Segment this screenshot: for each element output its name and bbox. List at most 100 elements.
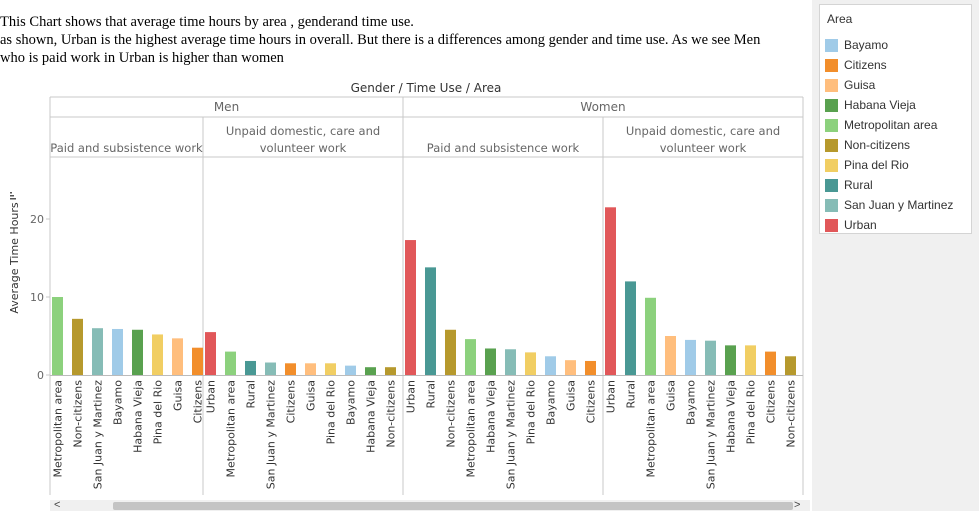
- category-label: Non-citizens: [785, 380, 798, 448]
- bar: [525, 352, 536, 375]
- bar: [305, 363, 316, 375]
- bar: [245, 360, 256, 375]
- legend-label: Rural: [844, 178, 873, 192]
- scroll-left-arrow[interactable]: <: [54, 499, 61, 511]
- bar: [585, 360, 596, 375]
- category-label: Bayamo: [345, 380, 358, 425]
- time-use-label: Unpaid domestic, care and: [226, 124, 380, 138]
- y-axis-label: Average Time Hours: [8, 202, 21, 314]
- category-label: Rural: [625, 380, 638, 408]
- bar: [152, 334, 163, 375]
- legend-label: Bayamo: [844, 38, 889, 52]
- caption-line-3: who is paid work in Urban is higher than…: [0, 50, 284, 66]
- legend-item[interactable]: San Juan y Martinez: [825, 197, 953, 213]
- time-use-label: Paid and subsistence work: [50, 141, 203, 155]
- y-tick-label: 0: [37, 369, 44, 382]
- legend-swatch: [825, 158, 838, 172]
- category-label: Metropolitan area: [645, 380, 658, 477]
- category-label: Rural: [425, 380, 438, 408]
- legend-label: Urban: [844, 218, 877, 232]
- legend-item[interactable]: Citizens: [825, 57, 887, 73]
- bar: [445, 329, 456, 375]
- category-label: San Juan y Martinez: [505, 380, 518, 489]
- legend-swatch: [825, 58, 838, 72]
- legend-item[interactable]: Habana Vieja: [825, 97, 916, 113]
- category-label: Pina del Rio: [525, 380, 538, 445]
- category-label: Non-citizens: [385, 380, 398, 448]
- legend-title: Area: [827, 12, 853, 26]
- bar: [565, 360, 576, 375]
- caption-line-2: as shown, Urban is the highest average t…: [0, 32, 761, 48]
- category-label: San Juan y Martinez: [705, 380, 718, 489]
- caption-line-1: This Chart shows that average time hours…: [0, 14, 414, 30]
- category-label: Urban: [605, 380, 618, 413]
- category-label: Guisa: [665, 380, 678, 411]
- chart-caption: This Chart shows that average time hours…: [0, 13, 800, 67]
- bar: [92, 328, 103, 375]
- category-label: Urban: [405, 380, 418, 413]
- category-label: Rural: [245, 380, 258, 408]
- legend-item[interactable]: Rural: [825, 177, 873, 193]
- legend-item[interactable]: Non-citizens: [825, 137, 910, 153]
- legend-label: San Juan y Martinez: [844, 198, 954, 212]
- bar: [192, 347, 203, 375]
- category-label: Bayamo: [112, 380, 125, 425]
- legend-item[interactable]: Guisa: [825, 77, 875, 93]
- category-label: Citizens: [192, 380, 205, 424]
- header-title: Gender / Time Use / Area: [351, 81, 502, 95]
- bar: [265, 362, 276, 375]
- legend-swatch: [825, 78, 838, 92]
- bar: [605, 207, 616, 375]
- category-label: Urban: [205, 380, 218, 413]
- bar: [545, 356, 556, 375]
- category-label: Citizens: [285, 380, 298, 424]
- legend-label: Citizens: [844, 58, 887, 72]
- legend-item[interactable]: Pina del Rio: [825, 157, 909, 173]
- legend-label: Guisa: [844, 78, 876, 92]
- bar: [132, 329, 143, 375]
- bar: [765, 351, 776, 375]
- bar: [112, 328, 123, 375]
- legend-swatch: [825, 218, 838, 232]
- bar: [345, 365, 356, 375]
- scrollbar-thumb[interactable]: [113, 502, 793, 510]
- category-label: Pina del Rio: [325, 380, 338, 445]
- bar: [485, 348, 496, 375]
- category-label: Habana Vieja: [725, 380, 738, 453]
- scroll-right-arrow[interactable]: >: [794, 499, 801, 511]
- legend-item[interactable]: Metropolitan area: [825, 117, 937, 133]
- legend-swatch: [825, 198, 838, 212]
- bar: [172, 338, 183, 375]
- bar: [465, 339, 476, 375]
- legend-item[interactable]: Urban: [825, 217, 877, 233]
- legend-label: Pina del Rio: [844, 158, 909, 172]
- legend-swatch: [825, 138, 838, 152]
- bar: [645, 297, 656, 375]
- legend-swatch: [825, 38, 838, 52]
- sort-icon-line: [10, 195, 14, 197]
- sort-icon[interactable]: [10, 192, 16, 200]
- bar: [785, 356, 796, 375]
- gender-label: Women: [580, 100, 625, 114]
- legend-swatch: [825, 118, 838, 132]
- category-label: Bayamo: [685, 380, 698, 425]
- y-tick-label: 10: [30, 291, 44, 304]
- bar: [505, 349, 516, 375]
- bar: [745, 345, 756, 375]
- bar-chart: Gender / Time Use / Area Men Women 0 10 20 Ave…: [8, 81, 804, 495]
- bar: [665, 336, 676, 375]
- gender-label: Men: [214, 100, 239, 114]
- bar: [72, 318, 83, 375]
- legend-swatch: [825, 98, 838, 112]
- sort-icon-line: [10, 192, 12, 194]
- legend-item[interactable]: Bayamo: [825, 37, 888, 53]
- legend[interactable]: Area Bayamo Citizens Guisa Habana Vieja Metr…: [819, 4, 972, 234]
- time-use-label: volunteer work: [260, 141, 347, 155]
- category-label: Bayamo: [545, 380, 558, 425]
- time-use-label: volunteer work: [660, 141, 747, 155]
- category-label: Pina del Rio: [745, 380, 758, 445]
- category-label: Guisa: [565, 380, 578, 411]
- bar: [705, 340, 716, 375]
- legend-swatch: [825, 178, 838, 192]
- category-label: Metropolitan area: [52, 380, 65, 477]
